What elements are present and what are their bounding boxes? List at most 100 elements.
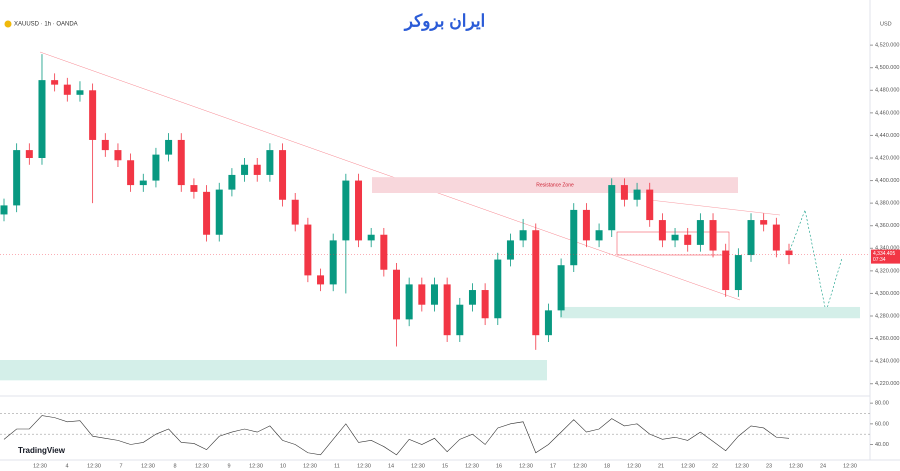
candle-body	[279, 150, 287, 200]
candle-body	[367, 234, 375, 241]
x-tick-label: 12:30	[87, 463, 101, 469]
y-tick-label: 4,240.000	[875, 359, 899, 365]
x-tick-label: 12:30	[627, 463, 641, 469]
candle-body	[709, 220, 717, 251]
candle-body	[734, 255, 742, 291]
candle-body	[190, 185, 198, 192]
candle-body	[418, 284, 426, 305]
x-tick-label: 12:30	[465, 463, 479, 469]
rsi-y-tick-label: 80.00	[875, 401, 889, 407]
candle-body	[443, 284, 451, 336]
candle-body	[405, 284, 413, 320]
candle-body	[684, 234, 692, 245]
zone-label: Resistance Zone	[536, 182, 574, 188]
candle-body	[215, 189, 223, 235]
trend-line	[649, 199, 781, 216]
x-tick-label: 12:30	[303, 463, 317, 469]
rsi-y-tick-label: 60.00	[875, 421, 889, 427]
candle-body	[456, 304, 464, 336]
x-tick-label: 17	[550, 463, 556, 469]
candle-body	[127, 160, 135, 186]
candle-body	[570, 209, 578, 266]
candle-body	[139, 180, 147, 186]
candle-body	[430, 284, 438, 305]
candle-body	[519, 230, 527, 241]
candle-body	[468, 290, 476, 305]
candle-body	[203, 191, 211, 235]
candle-body	[494, 259, 502, 319]
candle-body	[696, 220, 704, 245]
x-tick-label: 18	[604, 463, 610, 469]
candle-body	[165, 139, 173, 155]
candle-body	[532, 230, 540, 336]
candle-body	[228, 174, 236, 190]
x-tick-label: 23	[766, 463, 772, 469]
y-tick-label: 4,460.000	[875, 110, 899, 116]
candle-body	[317, 275, 325, 285]
y-tick-label: 4,480.000	[875, 88, 899, 94]
y-tick-label: 4,300.000	[875, 291, 899, 297]
x-tick-label: 7	[119, 463, 122, 469]
x-tick-label: 12:30	[735, 463, 749, 469]
y-tick-label: 4,420.000	[875, 155, 899, 161]
countdown: 07:34	[873, 257, 886, 263]
x-tick-label: 12:30	[573, 463, 587, 469]
y-tick-label: 4,340.000	[875, 246, 899, 252]
y-tick-label: 4,440.000	[875, 133, 899, 139]
candle-body	[595, 230, 603, 241]
x-tick-label: 24	[820, 463, 826, 469]
candle-body	[772, 224, 780, 251]
candle-body	[582, 209, 590, 241]
candle-body	[620, 185, 628, 200]
symbol: XAUUSD · 1h · OANDA	[14, 22, 78, 28]
candle-body	[557, 265, 565, 311]
x-tick-label: 10	[280, 463, 286, 469]
candle-body	[342, 180, 350, 241]
x-tick-label: 22	[712, 463, 718, 469]
logo: ایران بروکر	[403, 11, 486, 31]
x-tick-label: 12:30	[681, 463, 695, 469]
zone	[560, 306, 860, 319]
candle-body	[747, 220, 755, 256]
candle-body	[101, 139, 109, 151]
rsi-y-tick-label: 40.00	[875, 442, 889, 448]
candle-body	[25, 150, 33, 158]
y-tick-label: 4,500.000	[875, 65, 899, 71]
candle-body	[177, 139, 185, 186]
candle-body	[329, 240, 337, 285]
y-tick-label: 4,320.000	[875, 268, 899, 274]
candle-body	[671, 234, 679, 241]
candle-body	[253, 164, 261, 175]
x-tick-label: 12:30	[33, 463, 47, 469]
x-tick-label: 12:30	[519, 463, 533, 469]
x-tick-label: 12:30	[411, 463, 425, 469]
candle-body	[0, 205, 8, 215]
candle-body	[51, 80, 59, 85]
candle-body	[76, 90, 84, 95]
candle-body	[506, 240, 514, 260]
candle-body	[38, 80, 46, 158]
candle-body	[114, 150, 122, 161]
x-tick-label: 16	[496, 463, 502, 469]
candle-body	[544, 310, 552, 336]
zone	[372, 177, 738, 193]
y-tick-label: 4,400.000	[875, 178, 899, 184]
x-tick-label: 12:30	[141, 463, 155, 469]
x-tick-label: 12:30	[843, 463, 857, 469]
logo-box	[372, 2, 520, 42]
x-tick-label: 12:30	[357, 463, 371, 469]
y-tick-label: 4,280.000	[875, 313, 899, 319]
x-tick-label: 8	[173, 463, 176, 469]
currency[interactable]: USD	[880, 21, 892, 27]
candle-body	[13, 150, 21, 206]
y-tick-label: 4,520.000	[875, 43, 899, 49]
candle-body	[633, 189, 641, 200]
candle-body	[89, 90, 97, 140]
y-tick-label: 4,260.000	[875, 336, 899, 342]
candle-body	[63, 84, 71, 95]
y-tick-label: 4,360.000	[875, 223, 899, 229]
y-tick-label: 4,380.000	[875, 201, 899, 207]
candle-body	[152, 154, 160, 181]
